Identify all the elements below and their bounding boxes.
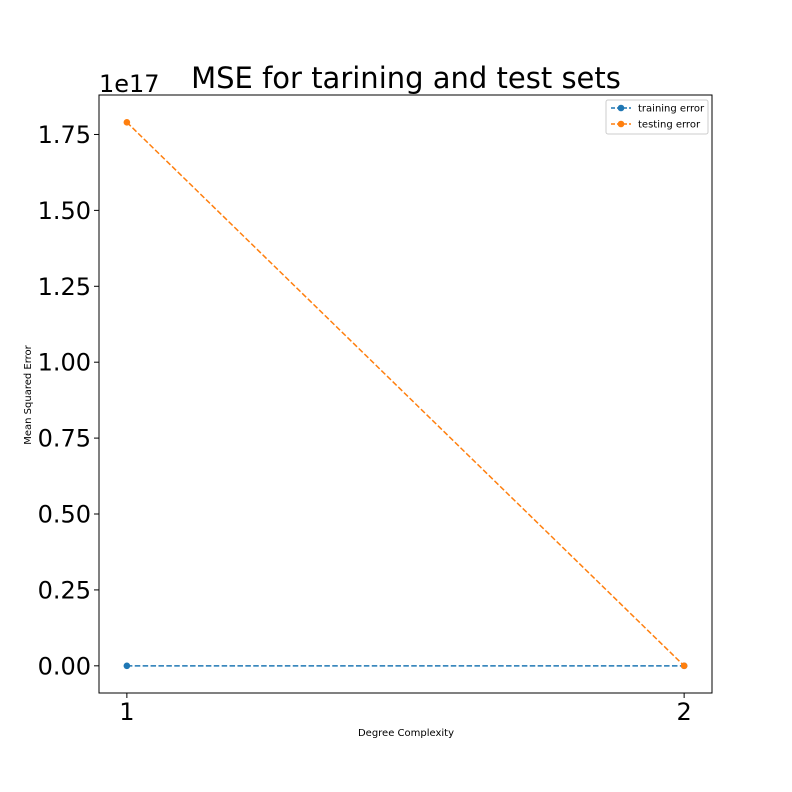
legend: training error testing error (605, 99, 709, 135)
y-tick-label: 0.50 (38, 501, 91, 529)
y-axis-label: Mean Squared Error (23, 344, 34, 444)
x-tick-label: 2 (676, 698, 691, 726)
data-point (123, 119, 131, 126)
series-line-1 (126, 121, 685, 667)
data-point (123, 662, 131, 670)
legend-label: training error (638, 104, 705, 115)
y-tick-label: 1.50 (38, 197, 91, 225)
x-axis-label: Degree Complexity (358, 728, 454, 739)
axes-frame (98, 94, 713, 694)
y-tick-label: 1.25 (38, 273, 91, 301)
y-tick-label: 1.75 (38, 121, 91, 149)
legend-frame (605, 99, 709, 135)
y-tick-label: 0.25 (38, 576, 91, 604)
x-tick-label: 1 (119, 698, 134, 726)
plot-area: 0.00 0.25 0.50 0.75 1.00 1.25 1.50 1.75 1 2 (38, 94, 713, 726)
legend-marker (617, 104, 625, 112)
y-tick-label: 0.75 (38, 425, 91, 453)
legend-marker (617, 120, 625, 128)
y-tick-label: 0.00 (38, 652, 91, 680)
y-tick-label: 1.00 (38, 349, 91, 377)
legend-label: testing error (638, 120, 701, 131)
data-point (680, 662, 688, 670)
y-offset-text: 1e17 (99, 70, 160, 98)
chart-title: MSE for tarining and test sets (191, 61, 621, 95)
